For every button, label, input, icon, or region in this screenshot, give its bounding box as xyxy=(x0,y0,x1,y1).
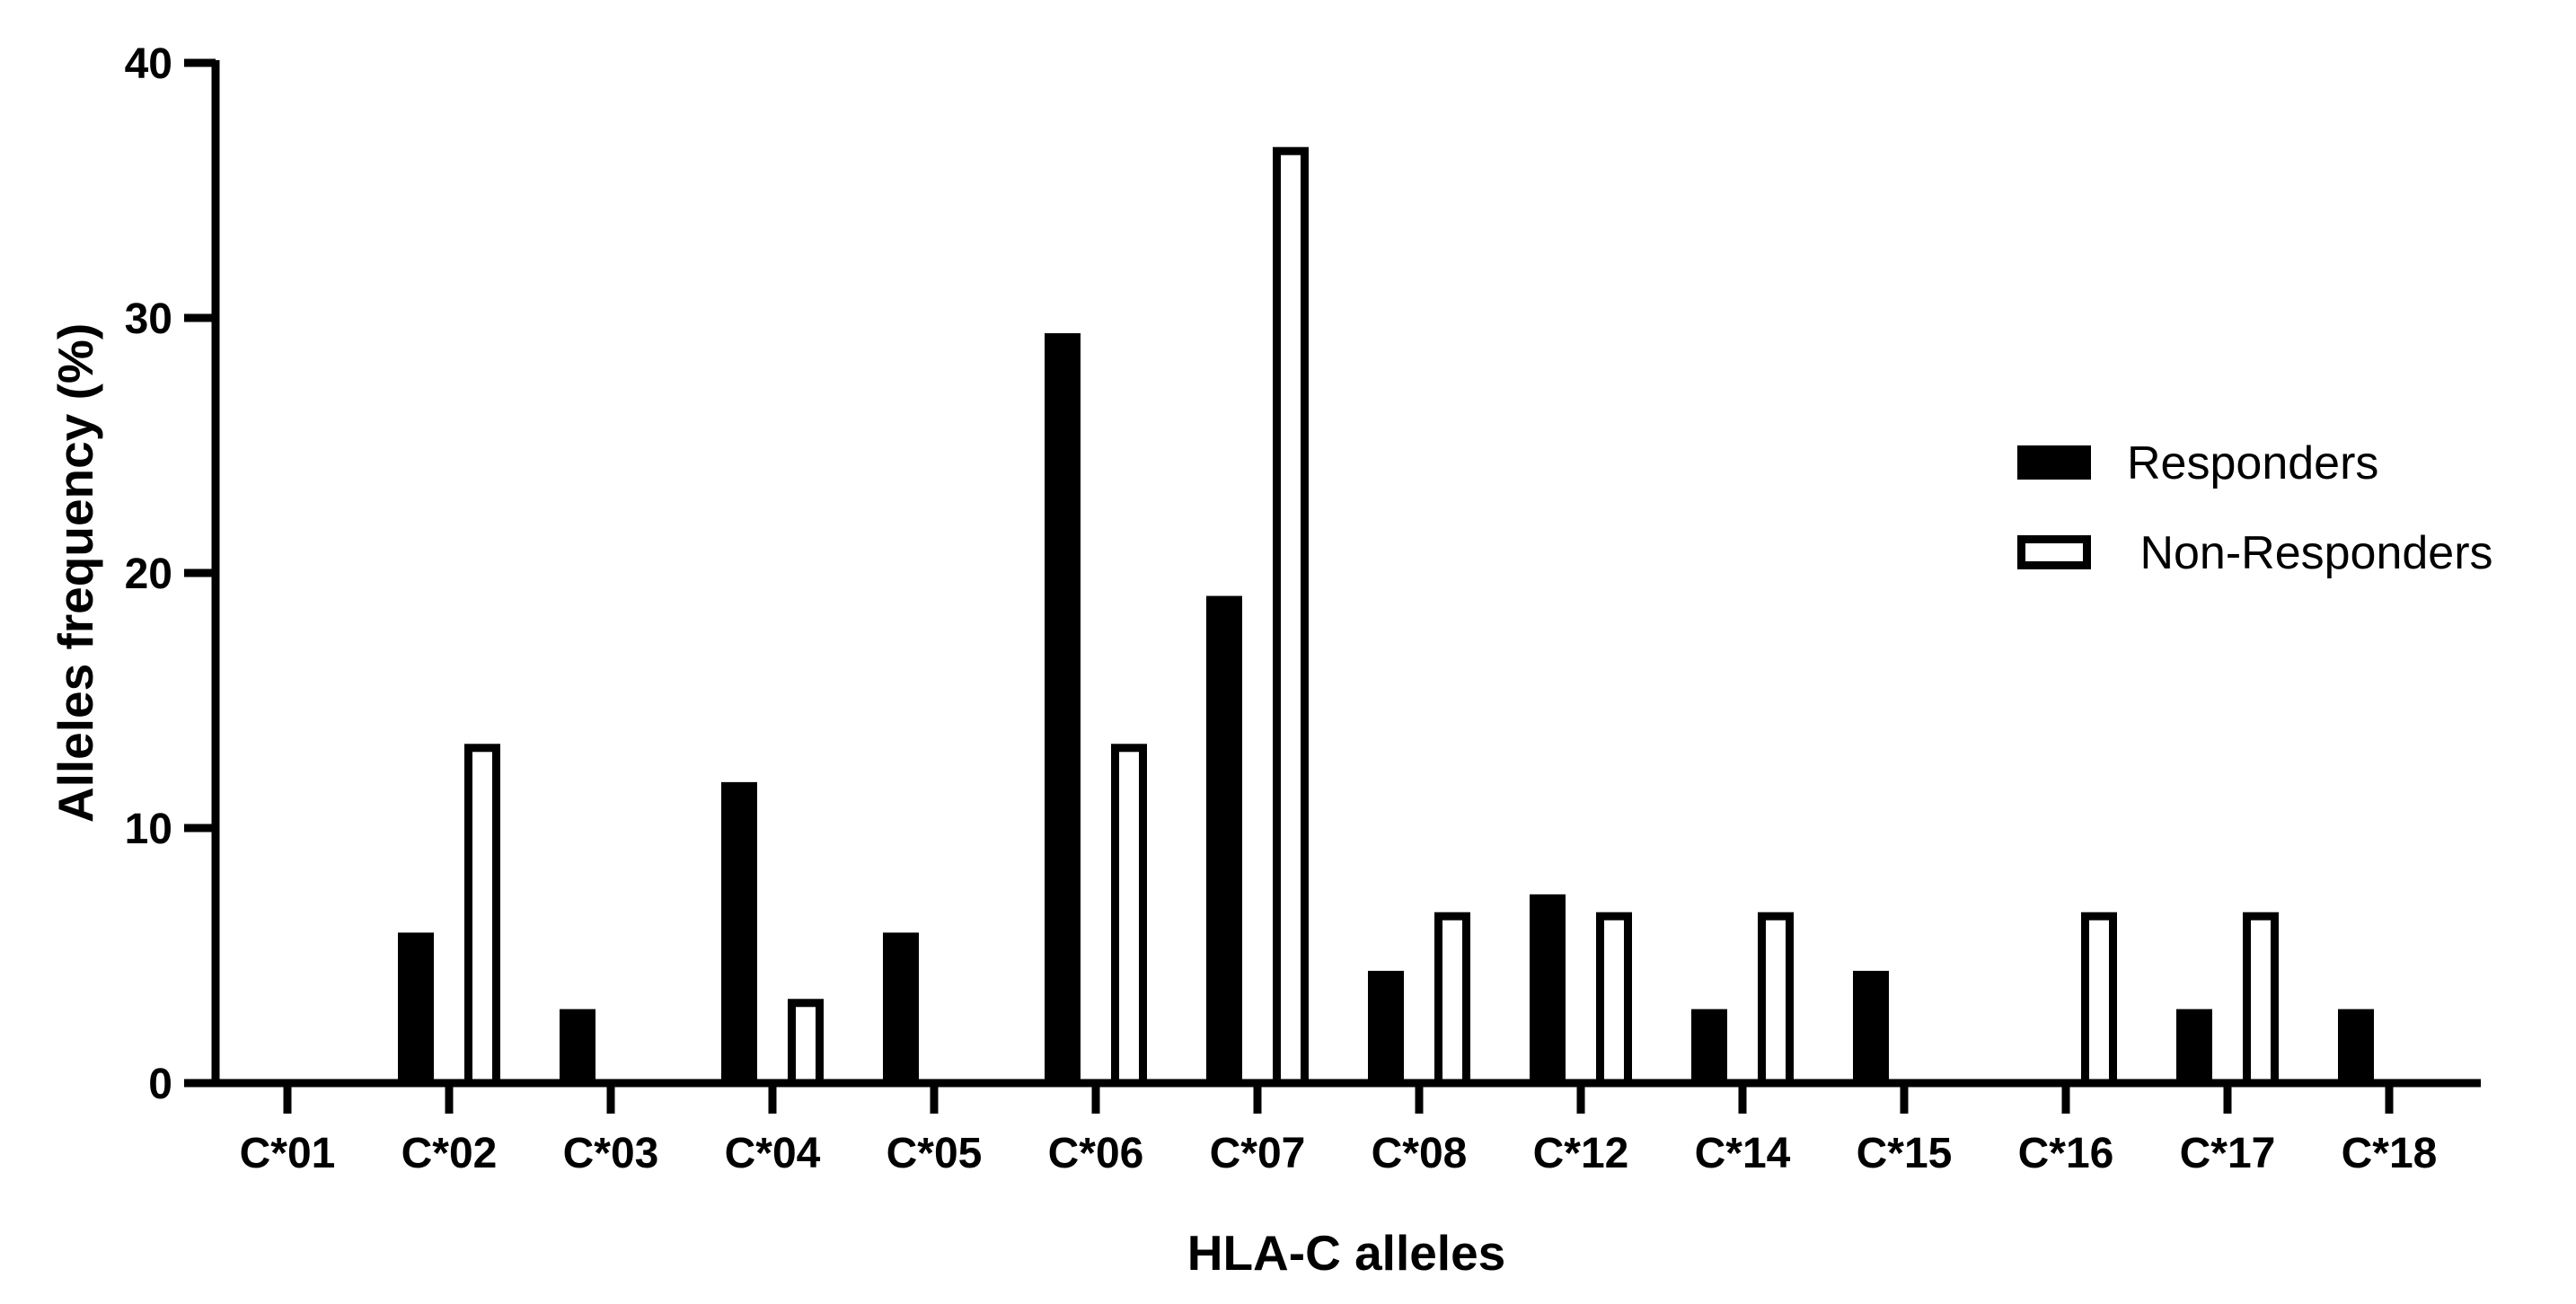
bar-responders-1 xyxy=(398,932,434,1083)
x-tick-label: C*01 xyxy=(240,1130,336,1177)
legend: Responders Non-Responders xyxy=(2017,437,2493,579)
x-tick-label: C*08 xyxy=(1372,1130,1468,1177)
bar-non-responders-11 xyxy=(2081,912,2117,1088)
x-tick-label: C*02 xyxy=(401,1130,498,1177)
bar-non-responders-6 xyxy=(1273,146,1309,1088)
legend-swatch-non-responders xyxy=(2017,535,2091,569)
bar-responders-3 xyxy=(721,781,757,1083)
x-tick-label: C*18 xyxy=(2342,1130,2438,1177)
bar-non-responders-7 xyxy=(1434,912,1470,1088)
x-tick-label: C*15 xyxy=(1857,1130,1953,1177)
bar-responders-8 xyxy=(1530,894,1566,1083)
legend-label-responders: Responders xyxy=(2127,437,2378,489)
bar-responders-9 xyxy=(1691,1009,1727,1083)
bar-responders-4 xyxy=(883,932,919,1083)
bar-responders-5 xyxy=(1045,333,1081,1083)
y-axis-title: Alleles frequency (%) xyxy=(48,323,103,823)
bar-responders-12 xyxy=(2176,1009,2212,1083)
bar-non-responders-1 xyxy=(464,744,500,1088)
bar-non-responders-8 xyxy=(1596,912,1632,1088)
bar-non-responders-5 xyxy=(1111,744,1147,1088)
bars-layer xyxy=(398,146,2374,1088)
x-tick-label: C*07 xyxy=(1210,1130,1306,1177)
x-tick-label: C*06 xyxy=(1048,1130,1144,1177)
x-ticks: C*01 C*02 C*03 C*04 C*05 C*06 C*07 C*08 C*12 C*14… xyxy=(240,1083,2438,1177)
legend-swatch-responders xyxy=(2017,445,2091,480)
x-tick-label: C*04 xyxy=(725,1130,821,1177)
bar-non-responders-12 xyxy=(2243,912,2279,1088)
bar-responders-6 xyxy=(1206,595,1242,1083)
bar-responders-2 xyxy=(560,1009,595,1083)
y-tick-label: 20 xyxy=(125,551,172,598)
bar-non-responders-9 xyxy=(1758,912,1794,1088)
bar-non-responders-3 xyxy=(788,999,824,1088)
y-tick-label: 30 xyxy=(125,295,172,343)
legend-label-non-responders: Non-Responders xyxy=(2127,527,2493,579)
x-tick-label: C*14 xyxy=(1695,1130,1791,1177)
x-tick-label: C*16 xyxy=(2018,1130,2114,1177)
x-tick-label: C*17 xyxy=(2180,1130,2276,1177)
x-tick-label: C*03 xyxy=(563,1130,659,1177)
bar-responders-7 xyxy=(1368,971,1404,1083)
x-axis-title: HLA-C alleles xyxy=(1187,1225,1506,1281)
y-tick-label: 10 xyxy=(125,806,172,853)
x-tick-label: C*05 xyxy=(887,1130,983,1177)
y-tick-label: 0 xyxy=(148,1061,172,1108)
y-tick-label: 40 xyxy=(125,40,172,88)
x-tick-label: C*12 xyxy=(1533,1130,1629,1177)
bar-responders-10 xyxy=(1853,971,1889,1083)
y-ticks: 0 10 20 30 40 xyxy=(125,40,216,1108)
bar-responders-13 xyxy=(2338,1009,2374,1083)
